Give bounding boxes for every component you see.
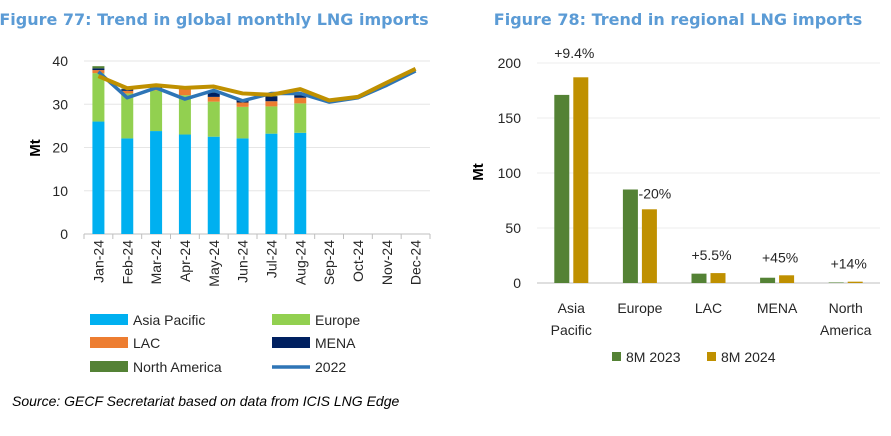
bar	[641, 209, 657, 283]
y-tick-label: 10	[52, 183, 68, 199]
bar-segment	[92, 121, 105, 234]
bar-segment	[121, 90, 134, 94]
legend-swatch	[707, 352, 716, 361]
bar	[554, 94, 570, 284]
x-tick-label: Jan-24	[90, 240, 106, 283]
legend-label: 8M 2023	[626, 349, 681, 365]
bar-segment	[150, 90, 163, 132]
bar	[760, 277, 776, 283]
bar	[622, 189, 638, 283]
x-tick-label: Sep-24	[321, 240, 337, 285]
change-annotation: +5.5%	[691, 247, 731, 263]
bar-segment	[207, 92, 220, 97]
legend-swatch	[90, 337, 128, 348]
source-note: Source: GECF Secretariat based on data f…	[12, 393, 399, 409]
y-tick-label: 20	[52, 140, 68, 156]
bar-segment	[178, 134, 191, 234]
x-tick-label: Jul-24	[263, 240, 279, 278]
y-tick-label: 40	[52, 53, 68, 69]
bar	[691, 273, 707, 283]
bar-segment	[207, 96, 220, 102]
legend-label: Europe	[315, 312, 360, 328]
legend-label: MENA	[315, 335, 356, 351]
x-tick-label: Apr-24	[177, 240, 193, 282]
x-tick-label: North	[829, 300, 863, 316]
bar-segment	[265, 106, 278, 134]
y-tick-label: 30	[52, 96, 68, 112]
x-tick-label: LAC	[695, 300, 722, 316]
bar	[779, 275, 795, 283]
x-tick-label: MENA	[757, 300, 798, 316]
bar-segment	[178, 95, 191, 135]
chart1-title: Figure 77: Trend in global monthly LNG i…	[0, 10, 429, 29]
chart2-title: Figure 78: Trend in regional LNG imports	[494, 10, 862, 29]
bar-segment	[207, 136, 220, 234]
x-tick-label: Aug-24	[292, 240, 308, 285]
legend-swatch	[272, 337, 310, 348]
change-annotation: +9.4%	[554, 45, 594, 61]
bar-segment	[294, 95, 307, 98]
bar-segment	[265, 96, 278, 102]
legend-swatch	[90, 314, 128, 325]
x-tick-label: Pacific	[551, 322, 592, 338]
bar	[847, 281, 863, 283]
chart2-ylabel: Mt	[470, 163, 487, 181]
bar-segment	[207, 101, 220, 137]
change-annotation: +14%	[831, 256, 867, 272]
bar-segment	[294, 97, 307, 104]
y-tick-label: 0	[513, 275, 521, 291]
bar-segment	[265, 133, 278, 234]
bar	[573, 77, 589, 283]
bar-segment	[121, 138, 134, 234]
x-tick-label: Nov-24	[379, 240, 395, 285]
bar-segment	[92, 70, 105, 74]
bar	[710, 273, 726, 283]
bar-segment	[265, 101, 278, 107]
x-tick-label: Europe	[617, 300, 662, 316]
legend-label: LAC	[133, 335, 160, 351]
legend-label: Asia Pacific	[133, 312, 205, 328]
bar-segment	[236, 138, 249, 234]
line-series	[97, 66, 417, 103]
y-tick-label: 50	[505, 220, 521, 236]
bar-segment	[92, 66, 105, 69]
bar-segment	[236, 102, 249, 107]
bar-segment	[150, 131, 163, 234]
bar-segment	[92, 68, 105, 71]
x-tick-label: May-24	[206, 240, 222, 287]
bar-segment	[178, 89, 191, 96]
x-tick-label: Dec-24	[408, 240, 424, 285]
x-tick-label: Mar-24	[148, 240, 164, 285]
legend-label: 2022	[315, 359, 346, 375]
bar-segment	[236, 106, 249, 139]
x-tick-label: Jun-24	[235, 240, 251, 283]
bar	[828, 282, 844, 283]
change-annotation: +45%	[762, 249, 798, 265]
legend-swatch	[612, 352, 621, 361]
legend-swatch	[272, 314, 310, 325]
legend-label: North America	[133, 359, 222, 375]
y-tick-label: 200	[498, 55, 522, 71]
y-tick-label: 0	[60, 226, 68, 242]
bar-segment	[294, 103, 307, 133]
legend-label: 8M 2024	[721, 349, 776, 365]
bar-segment	[121, 93, 134, 139]
x-tick-label: Oct-24	[350, 240, 366, 282]
bar-segment	[294, 132, 307, 234]
x-tick-label: America	[820, 322, 872, 338]
y-tick-label: 150	[498, 110, 522, 126]
change-annotation: -20%	[639, 186, 672, 202]
bar-segment	[92, 73, 105, 122]
y-tick-label: 100	[498, 165, 522, 181]
chart1-ylabel: Mt	[27, 139, 44, 157]
x-tick-label: Asia	[558, 300, 585, 316]
legend-swatch	[90, 361, 128, 372]
x-tick-label: Feb-24	[119, 240, 135, 285]
